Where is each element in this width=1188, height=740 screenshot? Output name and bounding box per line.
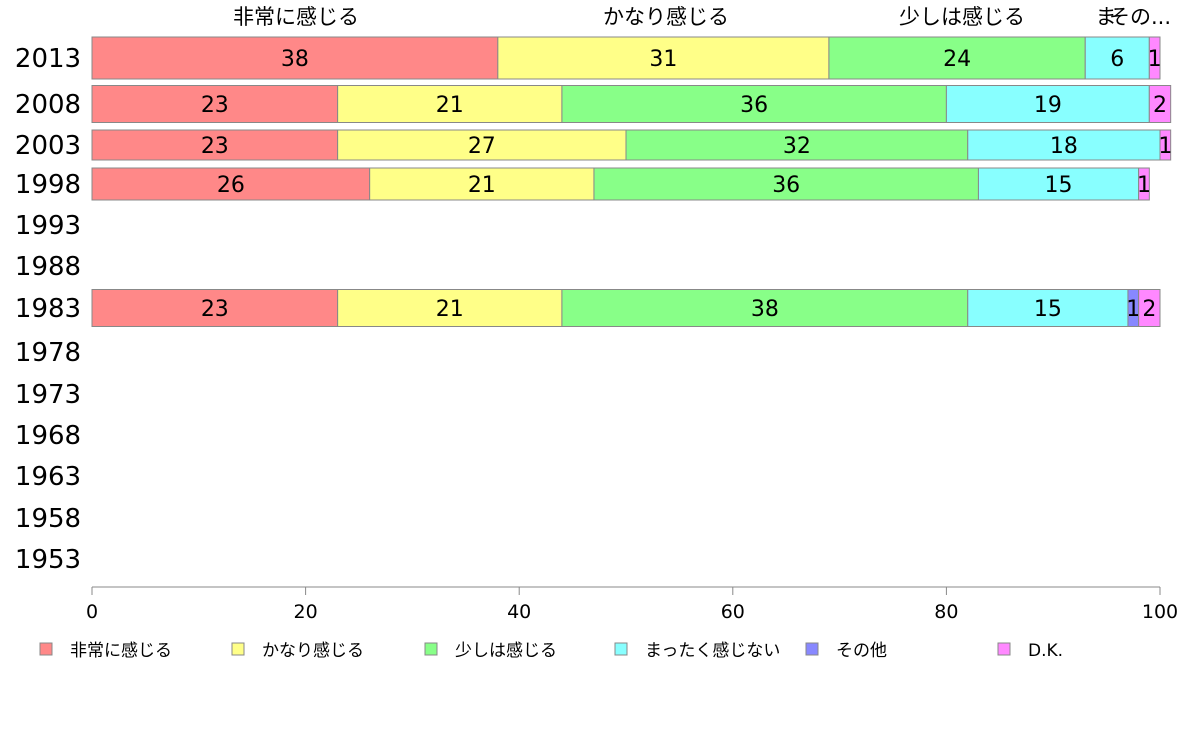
bar-segment xyxy=(369,167,595,201)
legend-label: 非常に感じる xyxy=(70,641,172,661)
bar-value-label: 15 xyxy=(1034,297,1062,322)
bar-value-label: 23 xyxy=(201,93,229,118)
year-label: 1988 xyxy=(15,252,81,282)
bar-segment xyxy=(1148,36,1161,80)
legend-swatch xyxy=(424,642,438,656)
top-label: かなり感じる xyxy=(603,5,729,29)
bar-value-label: 2 xyxy=(1153,93,1167,118)
bar-value-label: 1 xyxy=(1148,47,1162,72)
bar-value-label: 36 xyxy=(772,173,800,198)
legend-swatch xyxy=(805,642,819,656)
bar-value-label: 1 xyxy=(1137,173,1151,198)
bar-value-label: 1 xyxy=(1158,134,1172,159)
legend-swatch xyxy=(39,642,53,656)
year-label: 1958 xyxy=(15,504,81,534)
bar-value-label: 2 xyxy=(1142,297,1156,322)
legend-label: 少しは感じる xyxy=(455,641,557,661)
bar-segment xyxy=(945,85,1150,123)
year-label: 2008 xyxy=(15,90,81,120)
legend-swatch xyxy=(231,642,245,656)
x-tick-label: 40 xyxy=(507,601,531,623)
x-tick-label: 0 xyxy=(86,601,98,623)
bar-segment xyxy=(561,85,947,123)
bar-segment xyxy=(91,167,371,201)
bar-segment xyxy=(1138,167,1150,201)
legend-swatch xyxy=(614,642,628,656)
bar-value-label: 27 xyxy=(468,134,496,159)
bar-value-label: 1 xyxy=(1126,297,1140,322)
year-label: 1978 xyxy=(15,338,81,368)
bar-segment xyxy=(625,129,969,161)
year-label: 2003 xyxy=(15,131,81,161)
x-tick-label: 100 xyxy=(1142,601,1178,623)
bar-segment xyxy=(977,167,1140,201)
year-label: 1953 xyxy=(15,545,81,575)
bar-segment xyxy=(1148,85,1172,123)
bar-value-label: 23 xyxy=(201,134,229,159)
bar-segment xyxy=(91,289,339,327)
year-label: 1998 xyxy=(15,170,81,200)
bar-segment xyxy=(593,167,979,201)
bar-value-label: 24 xyxy=(943,47,971,72)
bar-segment xyxy=(91,85,339,123)
bar-segment xyxy=(1138,289,1161,327)
bar-segment xyxy=(337,289,563,327)
year-label: 1973 xyxy=(15,380,81,410)
bar-value-label: 19 xyxy=(1034,93,1062,118)
legend-label: かなり感じる xyxy=(262,641,364,661)
bar-value-label: 31 xyxy=(649,47,677,72)
year-label: 1968 xyxy=(15,421,81,451)
bar-value-label: 15 xyxy=(1045,173,1073,198)
bar-value-label: 36 xyxy=(740,93,768,118)
x-tick-label: 80 xyxy=(934,601,958,623)
bar-segment xyxy=(337,129,627,161)
legend-swatch xyxy=(997,642,1011,656)
x-tick-label: 60 xyxy=(721,601,745,623)
year-label: 1983 xyxy=(15,294,81,324)
bar-value-label: 32 xyxy=(783,134,811,159)
bar-value-label: 38 xyxy=(751,297,779,322)
legend-label: まったく感じない xyxy=(645,641,780,661)
top-label: 少しは感じる xyxy=(899,5,1025,29)
bar-value-label: 21 xyxy=(436,93,464,118)
x-tick-label: 20 xyxy=(294,601,318,623)
year-label: 1963 xyxy=(15,462,81,492)
year-label: 1993 xyxy=(15,211,81,241)
legend-label: D.K. xyxy=(1028,641,1063,661)
bar-segment xyxy=(91,129,339,161)
top-label: その... xyxy=(1109,5,1171,29)
year-label: 2013 xyxy=(15,44,81,74)
bar-segment xyxy=(561,289,969,327)
top-label: ま xyxy=(1096,5,1117,29)
bar-value-label: 38 xyxy=(281,47,309,72)
bar-value-label: 18 xyxy=(1050,134,1078,159)
bar-segment xyxy=(497,36,830,80)
bar-value-label: 21 xyxy=(468,173,496,198)
bar-value-label: 26 xyxy=(217,173,245,198)
legend-label: その他 xyxy=(836,641,887,661)
bar-value-label: 23 xyxy=(201,297,229,322)
bar-segment xyxy=(337,85,563,123)
bar-segment xyxy=(1159,129,1172,161)
bar-value-label: 6 xyxy=(1110,47,1124,72)
bar-value-label: 21 xyxy=(436,297,464,322)
top-label: 非常に感じる xyxy=(233,5,359,29)
